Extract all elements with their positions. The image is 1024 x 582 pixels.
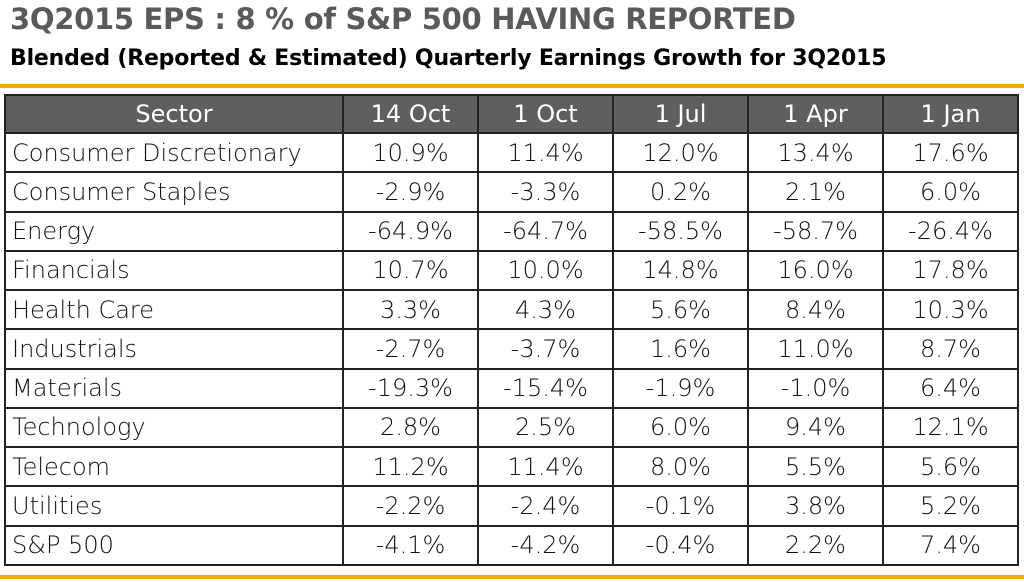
growth-value-cell-1-oct: -64.7% xyxy=(477,210,614,252)
growth-value-cell-14-oct: 10.9% xyxy=(342,131,479,174)
column-header-1-jan: 1 Jan xyxy=(882,94,1019,134)
growth-value-cell-1-jul: -58.5% xyxy=(612,210,749,252)
growth-value-cell-1-oct: 11.4% xyxy=(477,446,614,488)
sector-label-cell: Consumer Discretionary xyxy=(4,131,344,174)
growth-value-cell-14-oct: -2.2% xyxy=(342,485,479,527)
growth-value-cell-1-oct: 10.0% xyxy=(477,249,614,292)
growth-value-cell-1-oct: -3.3% xyxy=(477,171,614,213)
growth-value-cell-1-oct: 11.4% xyxy=(477,131,614,174)
growth-value-cell-1-jan: 5.2% xyxy=(882,485,1019,527)
table-row: Technology 2.8% 2.5% 6.0% 9.4% 12.1% xyxy=(4,406,1019,449)
sector-label-cell: Materials xyxy=(4,367,344,409)
growth-value-cell-1-jan: 17.6% xyxy=(882,131,1019,174)
growth-value-cell-1-oct: -4.2% xyxy=(477,524,614,567)
growth-value-cell-1-apr: 5.5% xyxy=(747,446,884,488)
growth-value-cell-14-oct: -2.7% xyxy=(342,328,479,370)
growth-value-cell-1-apr: 9.4% xyxy=(747,406,884,449)
growth-value-cell-1-apr: 3.8% xyxy=(747,485,884,527)
growth-value-cell-14-oct: -19.3% xyxy=(342,367,479,409)
table-row: Energy -64.9% -64.7% -58.5% -58.7% -26.4% xyxy=(4,210,1019,252)
growth-value-cell-1-apr: -1.0% xyxy=(747,367,884,409)
column-header-1-jul: 1 Jul xyxy=(612,94,749,134)
sector-label-cell: Telecom xyxy=(4,446,344,488)
table-row: Utilities -2.2% -2.4% -0.1% 3.8% 5.2% xyxy=(4,485,1019,527)
table-row: Industrials -2.7% -3.7% 1.6% 11.0% 8.7% xyxy=(4,328,1019,370)
growth-value-cell-1-jul: -0.1% xyxy=(612,485,749,527)
growth-value-cell-1-jan: 12.1% xyxy=(882,406,1019,449)
growth-value-cell-1-jul: 12.0% xyxy=(612,131,749,174)
growth-value-cell-14-oct: 10.7% xyxy=(342,249,479,292)
sector-label-cell: Technology xyxy=(4,406,344,449)
growth-value-cell-1-apr: 16.0% xyxy=(747,249,884,292)
chart-subtitle: Blended (Reported & Estimated) Quarterly… xyxy=(10,46,887,71)
column-header-1-apr: 1 Apr xyxy=(747,94,884,134)
growth-value-cell-1-jul: -1.9% xyxy=(612,367,749,409)
column-header-14-oct: 14 Oct xyxy=(342,94,479,134)
growth-value-cell-1-apr: 8.4% xyxy=(747,289,884,331)
growth-value-cell-1-jan: 6.0% xyxy=(882,171,1019,213)
growth-value-cell-1-jan: 8.7% xyxy=(882,328,1019,370)
growth-value-cell-1-jan: 17.8% xyxy=(882,249,1019,292)
growth-value-cell-1-oct: -2.4% xyxy=(477,485,614,527)
growth-value-cell-14-oct: 2.8% xyxy=(342,406,479,449)
earnings-growth-table: Sector 14 Oct 1 Oct 1 Jul 1 Apr 1 Jan Co… xyxy=(4,94,1019,567)
table-header-row: Sector 14 Oct 1 Oct 1 Jul 1 Apr 1 Jan xyxy=(4,94,1019,134)
growth-value-cell-1-jul: -0.4% xyxy=(612,524,749,567)
table-row: Materials -19.3% -15.4% -1.9% -1.0% 6.4% xyxy=(4,367,1019,409)
sector-label-cell: Utilities xyxy=(4,485,344,527)
table-row: Health Care 3.3% 4.3% 5.6% 8.4% 10.3% xyxy=(4,289,1019,331)
table-body: Consumer Discretionary 10.9% 11.4% 12.0% 13.… xyxy=(4,131,1019,567)
growth-value-cell-14-oct: -2.9% xyxy=(342,171,479,213)
sector-label-cell: Financials xyxy=(4,249,344,292)
growth-value-cell-1-oct: -3.7% xyxy=(477,328,614,370)
growth-value-cell-1-jan: 5.6% xyxy=(882,446,1019,488)
growth-value-cell-1-jan: -26.4% xyxy=(882,210,1019,252)
growth-value-cell-1-jul: 8.0% xyxy=(612,446,749,488)
growth-value-cell-1-apr: 2.2% xyxy=(747,524,884,567)
table-row: Telecom 11.2% 11.4% 8.0% 5.5% 5.6% xyxy=(4,446,1019,488)
growth-value-cell-1-jul: 5.6% xyxy=(612,289,749,331)
growth-value-cell-1-jan: 7.4% xyxy=(882,524,1019,567)
column-header-1-oct: 1 Oct xyxy=(477,94,614,134)
table-row: Consumer Staples -2.9% -3.3% 0.2% 2.1% 6.0% xyxy=(4,171,1019,213)
growth-value-cell-1-apr: 13.4% xyxy=(747,131,884,174)
chart-title: 3Q2015 EPS : 8 % of S&P 500 HAVING REPOR… xyxy=(10,2,796,36)
table-row: S&P 500 -4.1% -4.2% -0.4% 2.2% 7.4% xyxy=(4,524,1019,567)
bottom-accent-rule xyxy=(0,575,1024,579)
growth-value-cell-1-apr: 11.0% xyxy=(747,328,884,370)
growth-value-cell-1-oct: 4.3% xyxy=(477,289,614,331)
growth-value-cell-1-oct: 2.5% xyxy=(477,406,614,449)
growth-value-cell-14-oct: 3.3% xyxy=(342,289,479,331)
table-row: Financials 10.7% 10.0% 14.8% 16.0% 17.8% xyxy=(4,249,1019,292)
growth-value-cell-1-jul: 0.2% xyxy=(612,171,749,213)
growth-value-cell-1-jan: 6.4% xyxy=(882,367,1019,409)
growth-value-cell-14-oct: 11.2% xyxy=(342,446,479,488)
sector-label-cell: Industrials xyxy=(4,328,344,370)
table-row: Consumer Discretionary 10.9% 11.4% 12.0% 13.… xyxy=(4,131,1019,174)
column-header-sector: Sector xyxy=(4,94,344,134)
growth-value-cell-14-oct: -4.1% xyxy=(342,524,479,567)
growth-value-cell-1-jul: 1.6% xyxy=(612,328,749,370)
growth-value-cell-14-oct: -64.9% xyxy=(342,210,479,252)
growth-value-cell-1-apr: 2.1% xyxy=(747,171,884,213)
sector-label-cell: Energy xyxy=(4,210,344,252)
growth-value-cell-1-apr: -58.7% xyxy=(747,210,884,252)
sector-label-cell: Consumer Staples xyxy=(4,171,344,213)
growth-value-cell-1-jul: 6.0% xyxy=(612,406,749,449)
sector-label-cell: Health Care xyxy=(4,289,344,331)
sector-label-cell: S&P 500 xyxy=(4,524,344,567)
growth-value-cell-1-jan: 10.3% xyxy=(882,289,1019,331)
growth-value-cell-1-jul: 14.8% xyxy=(612,249,749,292)
growth-value-cell-1-oct: -15.4% xyxy=(477,367,614,409)
top-accent-rule xyxy=(0,84,1024,88)
